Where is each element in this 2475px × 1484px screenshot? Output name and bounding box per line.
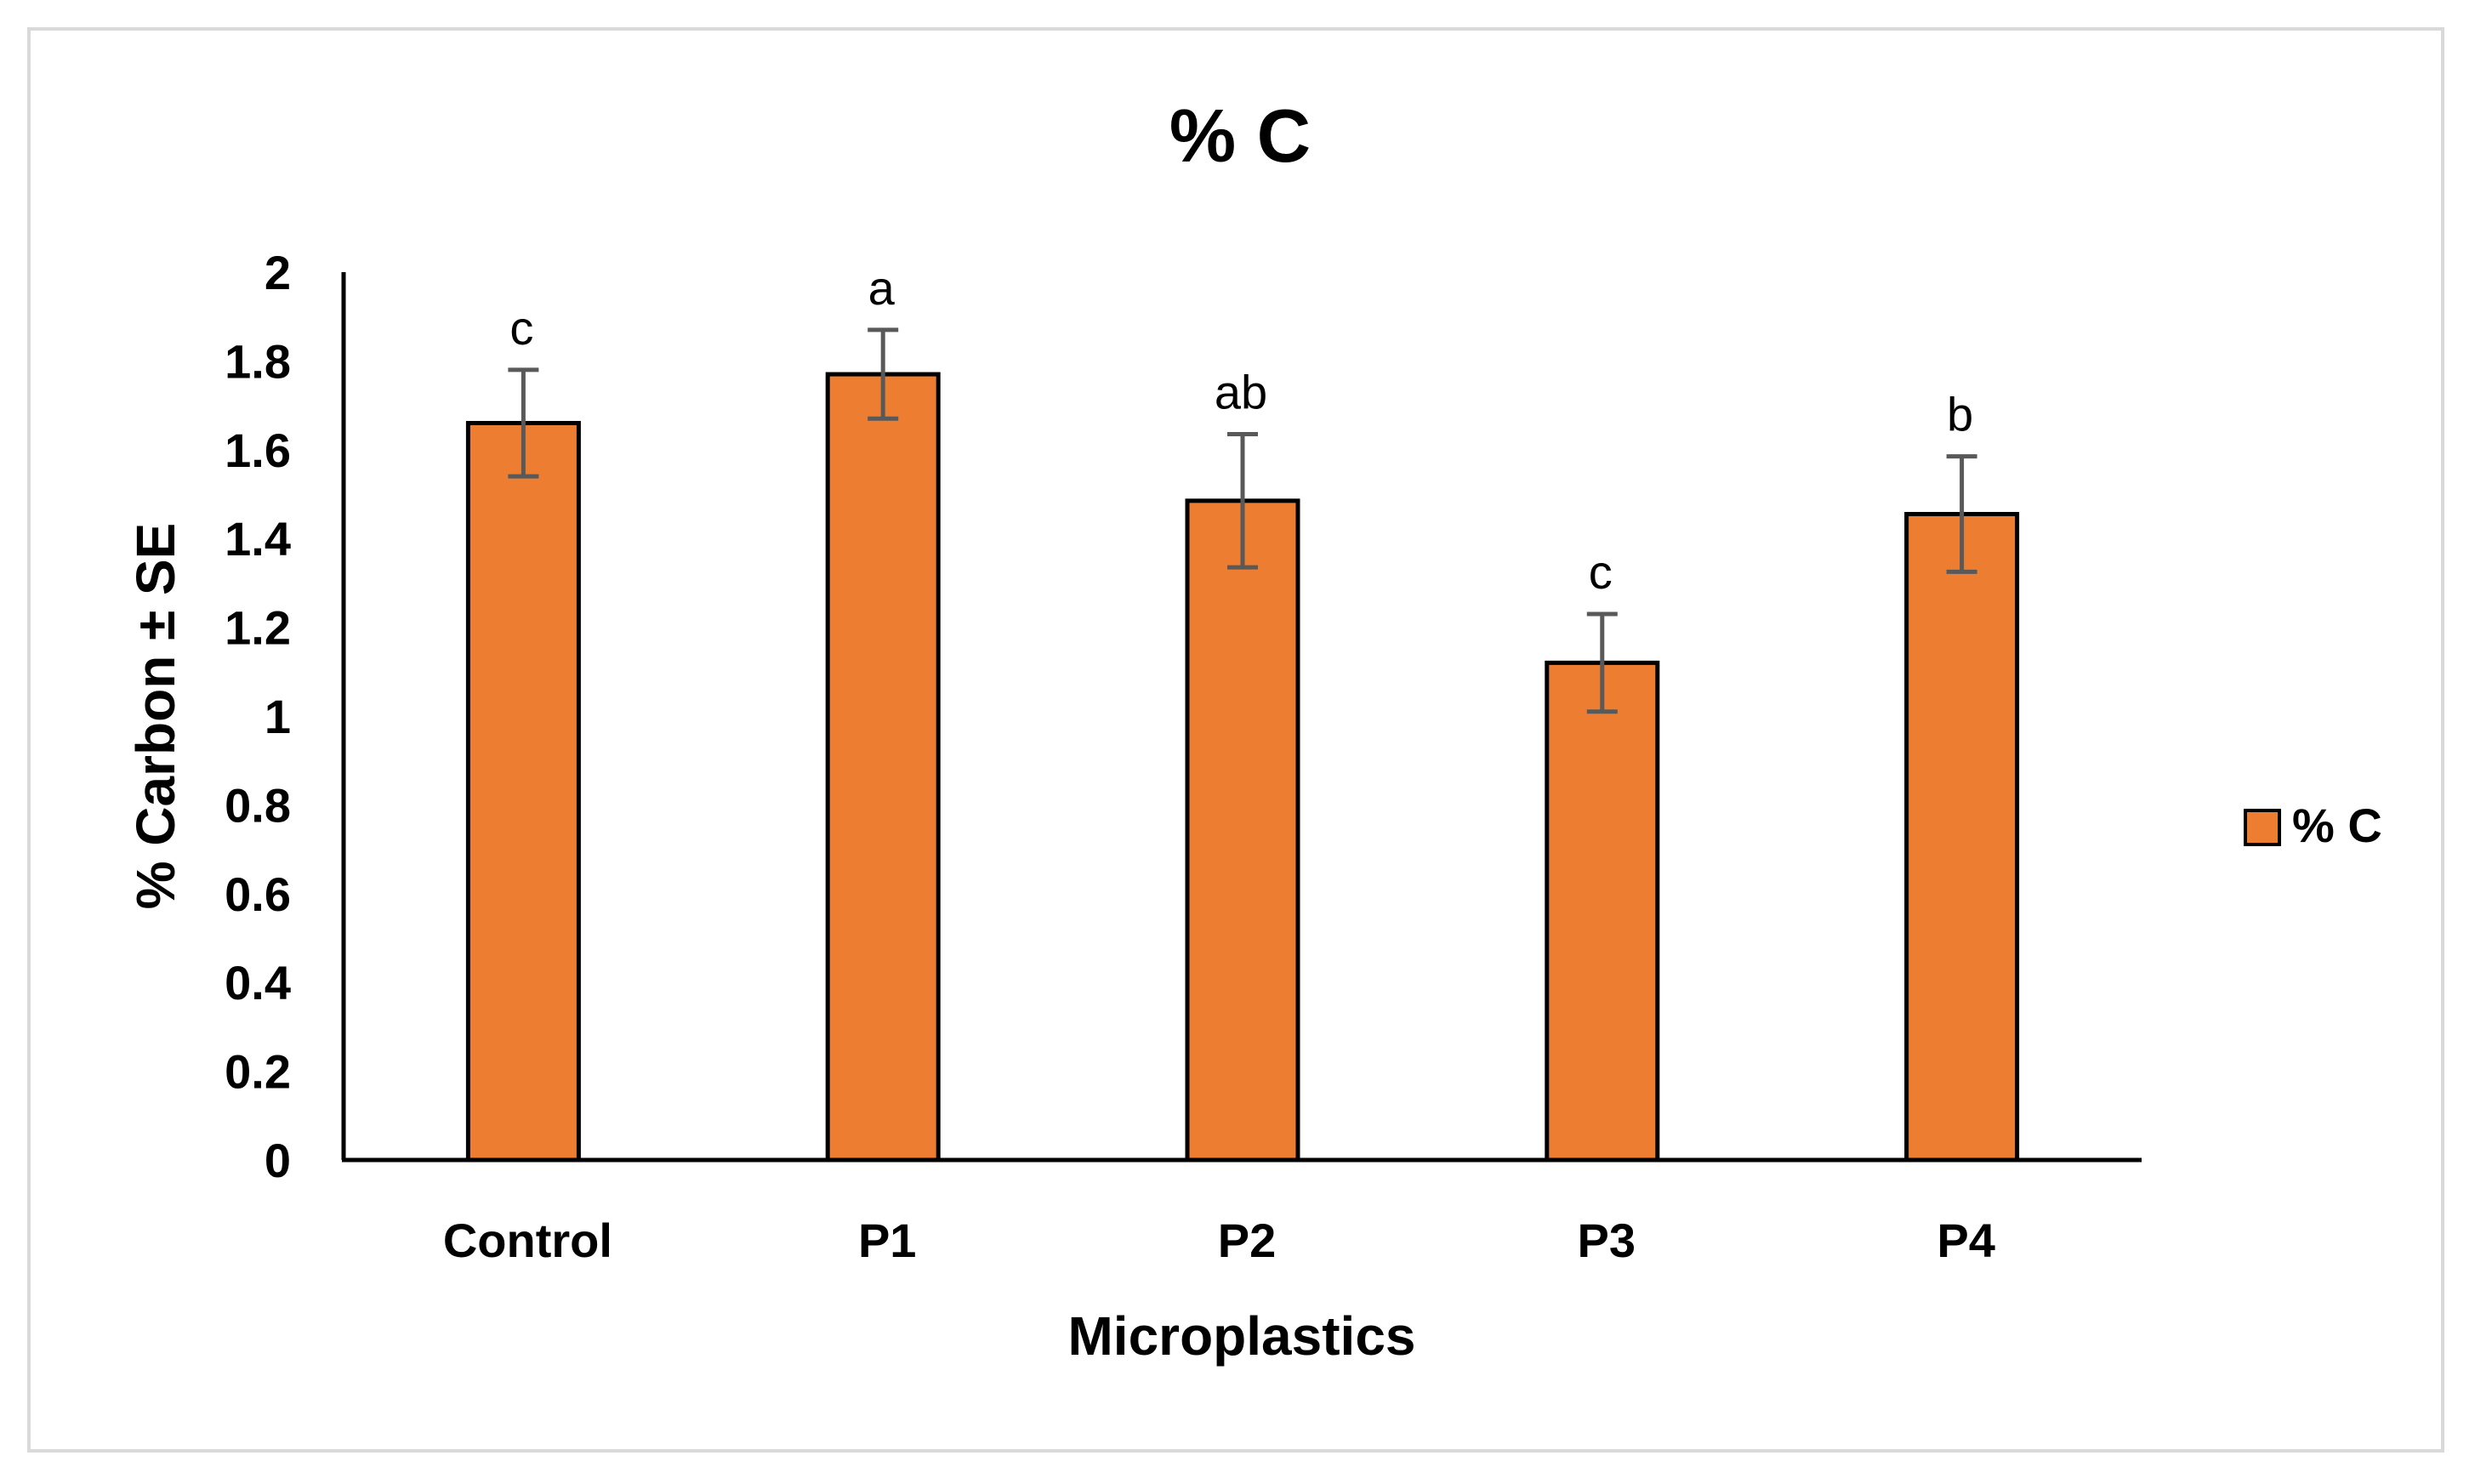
- error-bars: [508, 327, 1977, 714]
- x-tick-label: P3: [1578, 1214, 1636, 1267]
- significance-label-p2: ab: [1215, 366, 1267, 419]
- bar-control: [465, 420, 581, 1163]
- x-tick-label: P4: [1937, 1214, 1995, 1267]
- y-tick-label: 0.2: [225, 1045, 291, 1099]
- significance-label-control: c: [509, 301, 533, 355]
- chart-title: % C: [1169, 94, 1311, 178]
- x-tick-label: P1: [858, 1214, 917, 1267]
- bar-p4: [1904, 511, 2020, 1163]
- y-tick-label: 1.2: [225, 601, 291, 655]
- y-tick-label: 2: [265, 246, 291, 299]
- x-tick-label: Control: [443, 1214, 612, 1267]
- y-axis-ticks: 0 0.2 0.4 0.6 0.8 1 1.2 1.4 1.6 1.8 2: [225, 246, 291, 1187]
- significance-label-p3: c: [1589, 545, 1613, 599]
- legend: % C: [2244, 799, 2382, 852]
- bar-p3: [1545, 660, 1660, 1163]
- significance-label-p4: b: [1947, 388, 1973, 441]
- legend-label: % C: [2292, 799, 2382, 852]
- significance-labels: c a ab c b: [509, 261, 1973, 599]
- legend-swatch: [2244, 809, 2281, 846]
- y-tick-label: 0.8: [225, 778, 291, 832]
- y-tick-label: 1: [265, 690, 291, 743]
- y-tick-label: 1.8: [225, 334, 291, 388]
- bar-p1: [825, 372, 941, 1163]
- y-axis-label: % Carbon ± SE: [125, 523, 186, 910]
- bar-p2: [1185, 498, 1300, 1163]
- y-tick-label: 0: [265, 1134, 291, 1187]
- significance-label-p1: a: [868, 261, 896, 315]
- y-tick-label: 1.6: [225, 424, 291, 477]
- x-tick-label: P2: [1218, 1214, 1277, 1267]
- y-tick-label: 1.4: [225, 512, 291, 566]
- x-axis-ticks: Control P1 P2 P3 P4: [443, 1214, 1995, 1267]
- x-axis-label: Microplastics: [1067, 1305, 1415, 1367]
- y-tick-label: 0.4: [225, 956, 291, 1009]
- y-tick-label: 0.6: [225, 867, 291, 921]
